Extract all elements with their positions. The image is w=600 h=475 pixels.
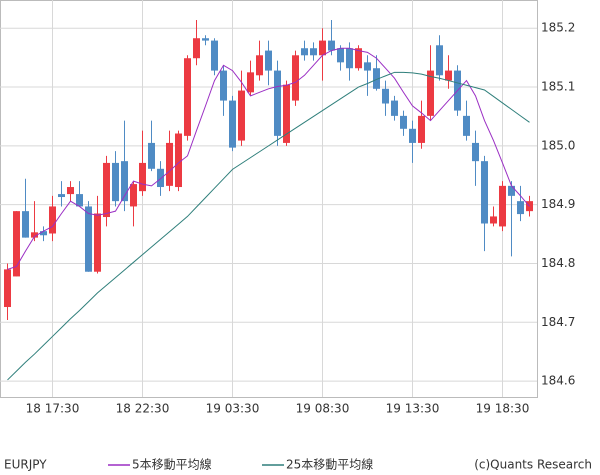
legend-label: 5本移動平均線 xyxy=(132,457,212,472)
candle-body xyxy=(481,161,488,224)
legend-label: 25本移動平均線 xyxy=(286,457,373,472)
candle-body xyxy=(355,48,362,69)
candle-body xyxy=(310,48,317,56)
candle-body xyxy=(112,162,119,202)
candle-body xyxy=(175,133,182,188)
y-tick-label: 185.2 xyxy=(541,21,575,35)
candle-body xyxy=(382,88,389,104)
candle-body xyxy=(139,162,146,192)
candle-body xyxy=(301,48,308,56)
candle-body xyxy=(184,58,191,136)
candle-body xyxy=(283,84,290,143)
candle-body xyxy=(76,194,83,207)
candle-body xyxy=(85,206,92,272)
x-tick-label: 19 03:30 xyxy=(206,402,260,416)
candle-body xyxy=(256,55,263,76)
candle-body xyxy=(337,48,344,63)
x-tick-label: 18 22:30 xyxy=(116,402,170,416)
y-tick-label: 184.9 xyxy=(541,197,575,211)
x-tick-label: 19 08:30 xyxy=(296,402,350,416)
candle-body xyxy=(427,70,434,116)
candle-body xyxy=(166,142,173,186)
moving-average-line xyxy=(7,71,530,381)
candle-body xyxy=(409,128,416,143)
candle-body xyxy=(211,40,218,71)
candle-body xyxy=(445,70,452,81)
candle-body xyxy=(220,70,227,101)
candle-body xyxy=(400,115,407,129)
candle-body xyxy=(346,48,353,69)
candle-body xyxy=(130,184,137,207)
candle-body xyxy=(67,187,74,195)
candle-body xyxy=(58,194,65,198)
candle-body xyxy=(517,201,524,215)
candle-body xyxy=(94,213,101,272)
candle-body xyxy=(103,162,110,218)
x-tick-label: 19 13:30 xyxy=(386,402,440,416)
moving-average-line xyxy=(7,47,530,270)
candle-body xyxy=(499,185,506,227)
candle-body xyxy=(40,231,47,236)
candle-body xyxy=(229,100,236,148)
candle-body xyxy=(22,211,29,238)
candle-body xyxy=(364,62,371,71)
candle-body xyxy=(463,115,470,136)
candle-body xyxy=(418,115,425,143)
candle-body xyxy=(265,50,272,71)
candle-body xyxy=(274,70,281,136)
credit: (c)Quants Research xyxy=(474,458,592,472)
candle-body xyxy=(157,168,164,188)
y-tick-label: 184.7 xyxy=(541,315,575,329)
y-tick-label: 184.8 xyxy=(541,256,575,270)
y-tick-label: 185.1 xyxy=(541,80,575,94)
candle-body xyxy=(4,269,11,308)
candle-body xyxy=(328,40,335,51)
candle-body xyxy=(292,55,299,101)
candle-body xyxy=(238,90,245,141)
candle-body xyxy=(193,38,200,59)
candle-body xyxy=(121,161,128,202)
y-tick-label: 185.0 xyxy=(541,138,575,152)
candle-body xyxy=(13,211,20,277)
symbol: EURJPY xyxy=(4,458,47,472)
candle-body xyxy=(31,232,38,238)
x-tick-label: 19 18:30 xyxy=(476,402,530,416)
x-tick-label: 18 17:30 xyxy=(26,402,80,416)
candle-body xyxy=(319,40,326,56)
candle-body xyxy=(202,38,209,41)
candle-body xyxy=(436,45,443,76)
candle-body xyxy=(373,68,380,89)
candle-body xyxy=(490,216,497,224)
candle-body xyxy=(391,100,398,116)
candle-body xyxy=(49,206,56,234)
candle-body xyxy=(472,142,479,162)
candle-body xyxy=(508,185,515,196)
candle-body xyxy=(148,142,155,169)
candle-body xyxy=(247,72,254,93)
y-tick-label: 184.6 xyxy=(541,374,575,388)
